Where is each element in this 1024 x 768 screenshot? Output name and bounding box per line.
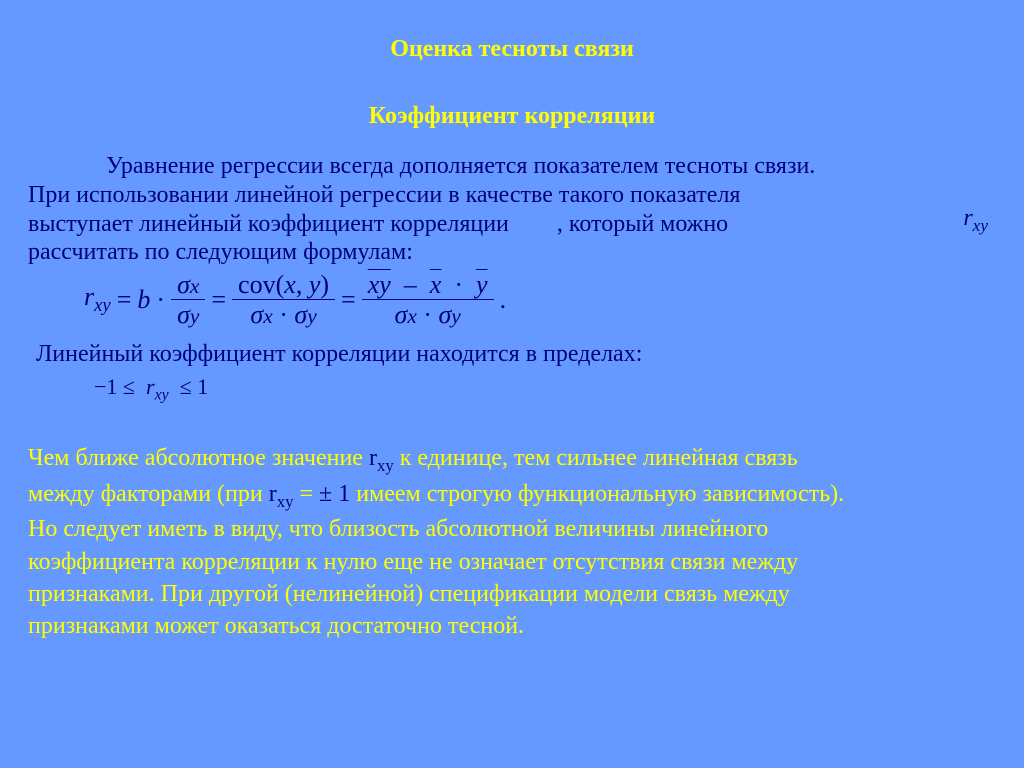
exp-t6: Но следует иметь в виду, что близость аб… xyxy=(28,516,768,542)
formula-b: b xyxy=(137,285,150,315)
exp-t1: Чем ближе абсолютное значение xyxy=(28,445,369,471)
rxy-symbol: rxy xyxy=(963,204,988,237)
bounds-label: Линейный коэффициент корреляции находитс… xyxy=(36,341,996,368)
exp-t2: к единице, тем сильнее линейная связь xyxy=(394,445,798,471)
exp-t3: между факторами (при xyxy=(28,481,269,507)
intro-line-4: рассчитать по следующим формулам: xyxy=(28,239,413,265)
explanation-paragraph: Чем ближе абсолютное значение rxy к един… xyxy=(28,442,996,643)
frac-mean: xy – x · y σx · σy xyxy=(362,271,494,329)
correlation-formula: rxy = b · σx σy = cov(x, y) σx · σy xyxy=(84,271,996,329)
equals-3: = xyxy=(341,285,356,315)
intro-line-2: При использовании линейной регрессии в к… xyxy=(28,182,740,208)
slide-title: Оценка тесноты связи xyxy=(28,36,996,63)
exp-t7: коэффициента корреляции к нулю еще не оз… xyxy=(28,549,798,575)
pm1: ± 1 xyxy=(319,481,350,507)
rxy-inline-1: rxy xyxy=(369,445,394,471)
bounds-formula: −1 ≤ rxy ≤ 1 xyxy=(94,374,996,404)
rxy-inline-2: rxy xyxy=(269,481,294,507)
exp-t9: признаками может оказаться достаточно те… xyxy=(28,613,524,639)
formula-period: . xyxy=(500,285,507,315)
frac-sigma: σx σy xyxy=(171,271,205,329)
slide-subtitle: Коэффициент корреляции xyxy=(28,103,996,130)
equals-1: = xyxy=(117,285,132,315)
intro-line-1: Уравнение регрессии всегда дополняется п… xyxy=(28,153,815,179)
slide: Оценка тесноты связи Коэффициент корреля… xyxy=(0,0,1024,768)
equals-2: = xyxy=(211,285,226,315)
formula-lhs: rxy xyxy=(84,282,111,317)
dot-1: · xyxy=(156,285,165,315)
exp-t8: признаками. При другой (нелинейной) спец… xyxy=(28,581,790,607)
exp-t4: = xyxy=(294,481,320,507)
intro-paragraph: Уравнение регрессии всегда дополняется п… xyxy=(28,152,996,267)
frac-cov: cov(x, y) σx · σy xyxy=(232,271,335,329)
exp-t5: имеем строгую функциональную зависимость… xyxy=(350,481,844,507)
intro-line-3: выступает линейный коэффициент корреляци… xyxy=(28,211,728,237)
